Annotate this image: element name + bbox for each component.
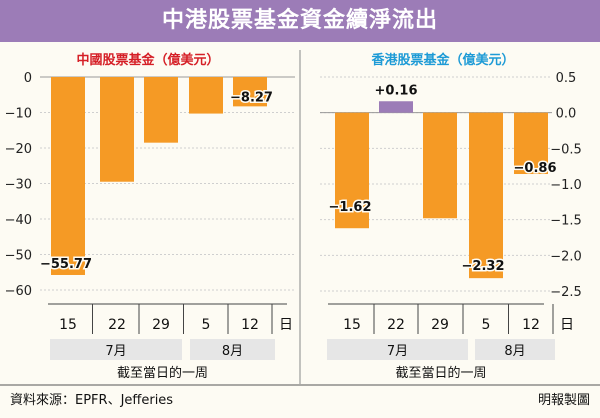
hk-data-label: −2.32: [462, 259, 505, 274]
hk-data-label: −1.62: [329, 200, 372, 215]
source-note: 資料來源：EPFR、Jefferies: [10, 393, 174, 408]
hk-day-unit: 日: [560, 317, 574, 333]
china-bar: [189, 77, 223, 114]
hk-panel-title: 香港股票基金（億美元）: [370, 52, 514, 68]
china-bar: [233, 77, 267, 107]
hk-x-tick-label: 29: [431, 317, 449, 333]
china-y-tick-label: −60: [5, 284, 32, 299]
hk-data-label: +0.16: [375, 83, 418, 98]
china-x-axis-title: 截至當日的一周: [117, 365, 208, 381]
china-y-tick-label: −20: [5, 142, 32, 157]
china-y-tick-label: 0: [24, 71, 32, 86]
china-bar: [144, 77, 178, 143]
credit-note: 明報製圖: [537, 393, 590, 408]
china-month-box: [190, 339, 275, 360]
china-data-label: −55.77: [40, 257, 92, 272]
chart-main-title: 中港股票基金資金續淨流出: [161, 8, 438, 33]
china-bar: [51, 77, 85, 275]
hk-month-label: 7月: [387, 344, 408, 359]
hk-month-label: 8月: [504, 344, 525, 359]
china-x-tick-label: 12: [241, 317, 259, 333]
hk-y-tick-label: −0.5: [550, 142, 582, 157]
hk-y-tick-label: −2.5: [550, 285, 582, 300]
hk-month-box: [327, 339, 468, 360]
hk-bar: [423, 112, 457, 219]
china-x-tick-label: 22: [108, 317, 126, 333]
hk-x-tick-label: 5: [482, 317, 491, 333]
hk-x-tick-label: 12: [522, 317, 540, 333]
china-x-tick-label: 5: [202, 317, 211, 333]
china-y-tick-label: −40: [5, 213, 32, 228]
hk-y-tick-label: 0.0: [556, 107, 577, 122]
china-y-tick-label: −10: [5, 107, 32, 122]
hk-x-tick-label: 22: [387, 317, 405, 333]
china-day-unit: 日: [279, 317, 293, 333]
china-x-tick-label: 29: [152, 317, 170, 333]
hk-y-tick-label: −1.0: [550, 178, 582, 193]
hk-bar: [514, 112, 548, 175]
hk-bar: [335, 112, 369, 229]
hk-y-tick-label: 0.5: [556, 71, 577, 86]
hk-x-tick-label: 15: [343, 317, 361, 333]
hk-bar: [469, 112, 503, 279]
china-panel-title: 中國股票基金（億美元）: [76, 52, 219, 68]
hk-y-tick-label: −2.0: [550, 249, 582, 264]
china-y-tick-label: −30: [5, 178, 32, 193]
hk-x-axis-title: 截至當日的一周: [395, 365, 486, 381]
hk-month-box: [475, 339, 555, 360]
title-bar: [0, 0, 600, 42]
china-month-label: 7月: [105, 344, 126, 359]
hk-y-tick-label: −1.5: [550, 214, 582, 229]
china-y-tick-label: −50: [5, 249, 32, 264]
china-month-label: 8月: [222, 344, 243, 359]
hk-data-label: −0.86: [514, 161, 557, 176]
china-data-label: −8.27: [230, 90, 273, 105]
hk-bar: [379, 101, 413, 113]
china-bar: [100, 77, 134, 182]
china-month-box: [50, 339, 182, 360]
china-x-tick-label: 15: [59, 317, 77, 333]
